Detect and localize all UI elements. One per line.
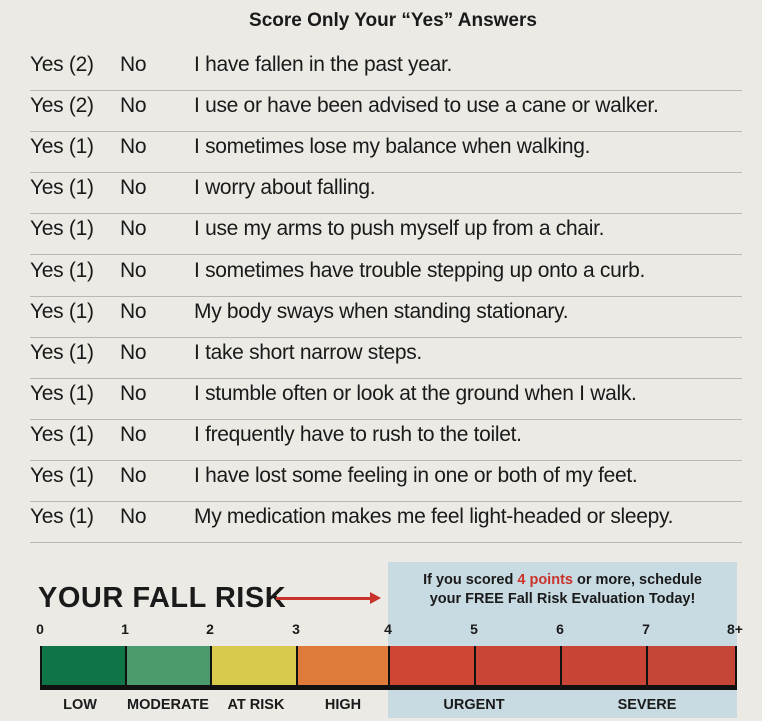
scale-segment <box>474 646 560 690</box>
no-option[interactable]: No <box>120 299 147 323</box>
risk-level-label: LOW <box>63 697 97 713</box>
risk-level-label: HIGH <box>324 697 362 713</box>
no-option[interactable]: No <box>120 94 147 118</box>
yes-option[interactable]: Yes (2) <box>30 53 94 76</box>
question-text: I sometimes have trouble stepping up ont… <box>194 258 646 282</box>
question-row: Yes (2) No I have fallen in the past year. <box>30 49 742 91</box>
no-option[interactable]: No <box>120 464 147 487</box>
no-option[interactable]: No <box>120 53 147 76</box>
message-text: or more, schedule <box>572 572 702 588</box>
question-text: My body sways when standing stationary. <box>194 299 569 323</box>
callout-message: If you scored 4 points or more, schedule… <box>388 571 737 609</box>
question-row: Yes (1) No My body sways when standing sta… <box>30 296 742 338</box>
no-option[interactable]: No <box>120 381 147 405</box>
question-text: I have fallen in the past year. <box>194 53 453 76</box>
yes-option[interactable]: Yes (1) <box>30 176 94 200</box>
fall-risk-heading: YOUR FALL RISK <box>38 582 287 614</box>
question-text: My medication makes me feel light-headed… <box>194 505 674 529</box>
scale-segment <box>646 646 737 690</box>
question-row: Yes (1) No I stumble often or look at the … <box>30 378 742 420</box>
question-row: Yes (1) No I use my arms to push myself up… <box>30 213 742 256</box>
scale-tick: 3 <box>292 621 300 637</box>
yes-option[interactable]: Yes (1) <box>30 505 94 529</box>
yes-option[interactable]: Yes (1) <box>30 381 94 405</box>
no-option[interactable]: No <box>120 505 147 529</box>
no-option[interactable]: No <box>120 217 147 241</box>
form-title: Score Only Your “Yes” Answers <box>249 10 537 31</box>
scale-segment <box>388 646 474 690</box>
yes-option[interactable]: Yes (1) <box>30 217 94 241</box>
question-row: Yes (1) No I sometimes have trouble steppi… <box>30 255 742 297</box>
question-text: I frequently have to rush to the toilet. <box>194 422 522 446</box>
scale-tick: 5 <box>470 621 478 637</box>
question-text: I worry about falling. <box>194 176 376 200</box>
risk-level-label: MODERATE <box>127 697 209 713</box>
scale-tick: 8+ <box>727 621 743 637</box>
message-text: your FREE Fall Risk Evaluation Today! <box>429 591 696 607</box>
no-option[interactable]: No <box>120 340 147 364</box>
question-row: Yes (1) No I sometimes lose my balance whe… <box>30 131 742 174</box>
scale-segment <box>560 646 646 690</box>
question-row: Yes (1) No My medication makes me feel lig… <box>30 501 742 544</box>
yes-option[interactable]: Yes (1) <box>30 258 94 282</box>
scale-tick: 0 <box>36 621 44 637</box>
question-text: I stumble often or look at the ground wh… <box>194 381 637 405</box>
question-text: I have lost some feeling in one or both … <box>194 464 638 487</box>
scale-segment <box>40 646 125 690</box>
question-row: Yes (1) No I worry about falling. <box>30 172 742 215</box>
risk-level-label: URGENT <box>443 697 505 713</box>
no-option[interactable]: No <box>120 176 147 200</box>
yes-option[interactable]: Yes (1) <box>30 299 94 323</box>
scale-tick: 1 <box>121 621 129 637</box>
message-text: If you scored <box>423 572 518 588</box>
arrow-icon <box>276 597 372 600</box>
no-option[interactable]: No <box>120 258 147 282</box>
scale-tick: 4 <box>384 621 392 637</box>
no-option[interactable]: No <box>120 422 147 446</box>
question-row: Yes (1) No I frequently have to rush to th… <box>30 419 742 461</box>
question-text: I use my arms to push myself up from a c… <box>194 217 605 241</box>
scale-tick: 6 <box>556 621 564 637</box>
yes-option[interactable]: Yes (1) <box>30 135 94 159</box>
yes-option[interactable]: Yes (1) <box>30 422 94 446</box>
scale-tick: 7 <box>642 621 650 637</box>
arrowhead-icon <box>370 592 381 604</box>
risk-level-label: SEVERE <box>617 697 677 713</box>
question-row: Yes (1) No I have lost some feeling in one… <box>30 460 742 502</box>
question-row: Yes (1) No I take short narrow steps. <box>30 337 742 379</box>
yes-option[interactable]: Yes (2) <box>30 94 94 118</box>
message-highlight: 4 points <box>517 572 573 588</box>
question-text: I take short narrow steps. <box>194 340 422 364</box>
question-text: I use or have been advised to use a cane… <box>194 94 659 118</box>
question-row: Yes (2) No I use or have been advised to u… <box>30 90 742 133</box>
no-option[interactable]: No <box>120 135 147 159</box>
scale-segment <box>296 646 388 690</box>
risk-level-label: AT RISK <box>227 697 285 713</box>
yes-option[interactable]: Yes (1) <box>30 340 94 364</box>
scale-segment <box>125 646 210 690</box>
callout-box <box>388 562 737 718</box>
question-text: I sometimes lose my balance when walking… <box>194 135 591 159</box>
yes-option[interactable]: Yes (1) <box>30 464 94 487</box>
scale-segment <box>210 646 296 690</box>
scale-tick: 2 <box>206 621 214 637</box>
